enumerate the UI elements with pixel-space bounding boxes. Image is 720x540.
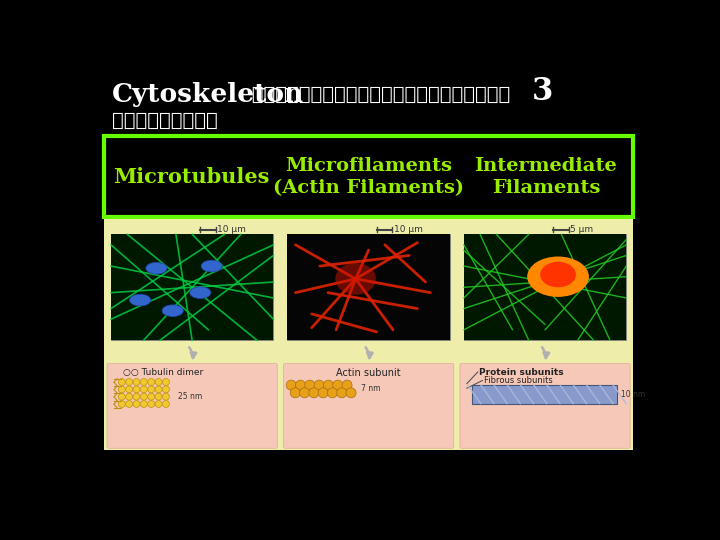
Text: Fibrous subunits: Fibrous subunits bbox=[484, 376, 553, 385]
Text: 7 nm: 7 nm bbox=[361, 384, 380, 394]
Bar bbox=[111, 234, 274, 340]
Ellipse shape bbox=[336, 263, 376, 295]
FancyBboxPatch shape bbox=[107, 363, 277, 448]
Text: Cytoskeleton: Cytoskeleton bbox=[112, 82, 304, 106]
Text: Actin subunit: Actin subunit bbox=[336, 368, 401, 378]
Circle shape bbox=[148, 379, 155, 386]
Circle shape bbox=[148, 386, 155, 393]
Text: 10 μm: 10 μm bbox=[217, 225, 246, 234]
Text: Intermediate
Filaments: Intermediate Filaments bbox=[474, 157, 617, 197]
Circle shape bbox=[318, 388, 328, 398]
Text: 25 nm: 25 nm bbox=[178, 392, 202, 401]
Circle shape bbox=[133, 379, 140, 386]
Circle shape bbox=[290, 388, 300, 398]
Text: ชนิดได้แก: ชนิดได้แก bbox=[112, 111, 217, 130]
Ellipse shape bbox=[146, 262, 167, 274]
Circle shape bbox=[155, 393, 162, 400]
Circle shape bbox=[163, 379, 169, 386]
Circle shape bbox=[126, 393, 132, 400]
Bar bbox=[287, 234, 450, 340]
Text: Microtubules: Microtubules bbox=[113, 167, 269, 187]
Circle shape bbox=[287, 380, 296, 390]
Text: 10 μm: 10 μm bbox=[394, 225, 423, 234]
Ellipse shape bbox=[190, 287, 211, 299]
Text: 3: 3 bbox=[532, 76, 553, 107]
Text: ประกอบด้วยเส้นใยโปรตีน: ประกอบด้วยเส้นใยโปรตีน bbox=[245, 85, 510, 104]
Circle shape bbox=[309, 388, 319, 398]
Text: Microfilaments
(Actin Filaments): Microfilaments (Actin Filaments) bbox=[273, 157, 464, 197]
Bar bbox=[464, 234, 626, 340]
Circle shape bbox=[163, 393, 169, 400]
Text: 10 nm: 10 nm bbox=[621, 390, 645, 399]
FancyArrowPatch shape bbox=[542, 347, 549, 358]
Circle shape bbox=[140, 379, 148, 386]
Bar bbox=[464, 234, 626, 340]
Circle shape bbox=[333, 380, 343, 390]
Circle shape bbox=[323, 380, 333, 390]
Circle shape bbox=[133, 393, 140, 400]
Bar bbox=[287, 234, 450, 340]
Circle shape bbox=[140, 386, 148, 393]
Ellipse shape bbox=[540, 262, 576, 287]
Text: ○○ Tubulin dimer: ○○ Tubulin dimer bbox=[123, 368, 204, 377]
Circle shape bbox=[155, 386, 162, 393]
Circle shape bbox=[155, 379, 162, 386]
Circle shape bbox=[163, 386, 169, 393]
Text: 5 μm: 5 μm bbox=[570, 225, 593, 234]
Circle shape bbox=[133, 386, 140, 393]
Circle shape bbox=[133, 401, 140, 408]
Bar bbox=[111, 234, 274, 340]
FancyArrowPatch shape bbox=[366, 347, 373, 358]
Ellipse shape bbox=[201, 260, 222, 272]
Circle shape bbox=[118, 401, 125, 408]
Circle shape bbox=[118, 393, 125, 400]
Circle shape bbox=[126, 379, 132, 386]
Circle shape bbox=[328, 388, 338, 398]
Circle shape bbox=[126, 401, 132, 408]
Ellipse shape bbox=[527, 256, 589, 297]
Circle shape bbox=[118, 386, 125, 393]
Circle shape bbox=[148, 393, 155, 400]
Circle shape bbox=[314, 380, 324, 390]
Text: Protein subunits: Protein subunits bbox=[480, 368, 564, 376]
Bar bbox=[104, 137, 634, 217]
Circle shape bbox=[140, 393, 148, 400]
Circle shape bbox=[126, 386, 132, 393]
Circle shape bbox=[337, 388, 347, 398]
FancyBboxPatch shape bbox=[460, 363, 630, 448]
Circle shape bbox=[163, 401, 169, 408]
FancyArrowPatch shape bbox=[189, 347, 197, 358]
Circle shape bbox=[300, 388, 310, 398]
Bar bbox=[472, 385, 617, 403]
Circle shape bbox=[155, 401, 162, 408]
Circle shape bbox=[346, 388, 356, 398]
Circle shape bbox=[118, 379, 125, 386]
Circle shape bbox=[148, 401, 155, 408]
Circle shape bbox=[140, 401, 148, 408]
FancyBboxPatch shape bbox=[284, 363, 454, 448]
Ellipse shape bbox=[130, 294, 150, 306]
Circle shape bbox=[295, 380, 305, 390]
Bar bbox=[104, 219, 634, 450]
Circle shape bbox=[342, 380, 352, 390]
Ellipse shape bbox=[162, 305, 183, 316]
Circle shape bbox=[305, 380, 315, 390]
